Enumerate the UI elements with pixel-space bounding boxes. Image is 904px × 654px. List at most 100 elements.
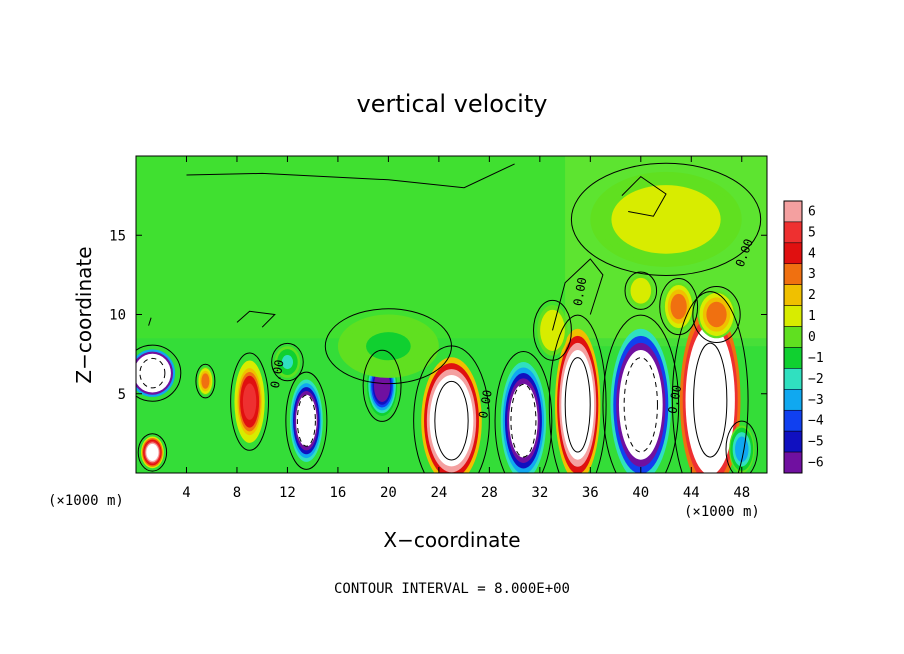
velocity-cell-12-level-6 xyxy=(671,296,686,318)
y-tick-label-1: 10 xyxy=(109,308,126,324)
zero-contour-16 xyxy=(271,342,304,382)
inner-contour-10 xyxy=(693,342,728,458)
velocity-cell-17-level-6 xyxy=(632,198,700,241)
colorbar-swatch-8 xyxy=(783,368,803,390)
plot-area xyxy=(136,156,767,473)
colorbar-label-1: 5 xyxy=(808,225,816,240)
velocity-cell-0-level-6 xyxy=(142,362,163,384)
velocity-cell-8 xyxy=(554,328,601,473)
x-tick-label-2: 12 xyxy=(279,485,296,501)
zero-contour-14 xyxy=(624,271,658,310)
contour-label-2: 0.00 xyxy=(571,276,590,307)
velocity-cell-2-level-6 xyxy=(202,374,209,388)
x-tick-label-5: 24 xyxy=(430,485,447,501)
x-unit-label-right: (×1000 m) xyxy=(684,504,760,520)
x-axis-title: X−coordinate xyxy=(383,528,520,552)
zero-contour-12 xyxy=(659,278,699,336)
inner-contour-8 xyxy=(564,357,591,453)
extra-contour-3 xyxy=(186,163,515,189)
x-unit-label-left: (×1000 m) xyxy=(48,493,124,509)
velocity-cell-13 xyxy=(697,290,736,339)
velocity-cell-7 xyxy=(500,362,547,473)
zero-contour-3 xyxy=(230,352,270,451)
zero-contour-4 xyxy=(285,371,328,470)
x-tick-label-1: 8 xyxy=(233,485,241,501)
colorbar-label-10: −4 xyxy=(808,414,824,429)
x-tick-label-4: 20 xyxy=(380,485,397,501)
colorbar-swatch-5 xyxy=(783,305,803,327)
colorbar-label-4: 2 xyxy=(808,288,816,303)
x-tick-label-0: 4 xyxy=(182,485,190,501)
colorbar-label-8: −2 xyxy=(808,372,824,387)
velocity-cell-0 xyxy=(136,349,176,397)
zero-contour-5 xyxy=(362,349,402,422)
velocity-cell-1-level-6 xyxy=(147,445,158,460)
colorbar-frame xyxy=(783,200,803,474)
extra-contour-1 xyxy=(236,310,276,328)
velocity-cell-16 xyxy=(274,346,301,378)
velocity-cell-13-level-6 xyxy=(708,303,725,326)
zero-contour-17 xyxy=(570,162,762,277)
zero-contour-9 xyxy=(602,314,680,473)
colorbar: 6 5 4 3 2 1 0 −1 −2 −3 −4 −5 −6 xyxy=(783,200,824,474)
y-tick-label-0: 5 xyxy=(118,387,126,403)
velocity-cell-8-level-6 xyxy=(567,371,588,439)
velocity-cell-14 xyxy=(628,274,654,307)
colorbar-swatch-10 xyxy=(783,409,803,432)
y-axis-title: Z−coordinate xyxy=(72,246,96,383)
colorbar-label-3: 3 xyxy=(808,267,816,282)
contour-label-0: 0.00 xyxy=(268,359,287,390)
velocity-cell-4-level-6 xyxy=(299,402,314,439)
contour-lines xyxy=(136,162,762,473)
colorbar-label-5: 1 xyxy=(808,309,816,324)
colorbar-label-11: −5 xyxy=(808,435,824,450)
contour-label-3: 0.00 xyxy=(665,384,684,415)
velocity-cell-3-level-6 xyxy=(242,383,257,420)
zero-contour-10 xyxy=(671,291,749,473)
velocity-cell-3 xyxy=(234,360,265,443)
x-tick-label-10: 44 xyxy=(683,485,700,501)
velocity-cell-2 xyxy=(197,366,213,396)
colorbar-label-6: 0 xyxy=(808,330,816,345)
velocity-cell-17 xyxy=(590,171,742,267)
colorbar-label-2: 4 xyxy=(808,246,816,261)
colorbar-swatch-11 xyxy=(783,430,803,453)
y-tick-label-2: 15 xyxy=(109,228,126,244)
zero-contour-2 xyxy=(195,363,216,399)
velocity-cell-6-level-6 xyxy=(438,392,465,449)
velocity-cell-10-level-6 xyxy=(696,359,724,441)
colorbar-label-7: −1 xyxy=(808,351,824,366)
zero-contour-7 xyxy=(494,351,553,473)
inner-contour-9 xyxy=(623,357,658,453)
velocity-cell-7-level-6 xyxy=(513,394,534,447)
colorbar-swatch-2 xyxy=(783,242,803,265)
velocity-cell-14-level-6 xyxy=(635,283,647,298)
x-tick-label-9: 40 xyxy=(632,485,649,501)
colorbar-swatch-3 xyxy=(783,263,803,285)
colorbar-swatch-6 xyxy=(783,326,803,348)
x-tick-label-8: 36 xyxy=(582,485,599,501)
zero-contour-8 xyxy=(548,314,607,473)
y-axis-ticks: 5 10 15 xyxy=(109,228,767,403)
heatmap-field xyxy=(136,156,767,473)
velocity-cell-12 xyxy=(663,282,694,331)
zero-contour-13 xyxy=(692,285,741,344)
zero-contour-11 xyxy=(725,420,759,473)
inner-contour-0 xyxy=(139,357,166,389)
colorbar-swatch-0 xyxy=(783,200,803,223)
colorbar-swatch-4 xyxy=(783,284,803,306)
velocity-cell-18 xyxy=(337,314,439,378)
contour-interval-note: CONTOUR INTERVAL = 8.000E+00 xyxy=(334,581,570,597)
inner-contour-7 xyxy=(510,383,537,458)
inner-contour-4 xyxy=(296,394,316,447)
zero-contour-0 xyxy=(136,344,182,402)
x-axis-ticks: 4 8 12 16 20 24 28 32 36 40 44 48 xyxy=(182,156,750,501)
colorbar-label-9: −3 xyxy=(808,393,824,408)
velocity-cell-9-level-6 xyxy=(627,371,655,439)
colorbar-swatch-7 xyxy=(783,347,803,369)
x-tick-label-11: 48 xyxy=(733,485,750,501)
x-tick-label-7: 32 xyxy=(531,485,548,501)
contour-label-1: 0.00 xyxy=(476,389,495,420)
velocity-cell-4 xyxy=(289,379,323,462)
